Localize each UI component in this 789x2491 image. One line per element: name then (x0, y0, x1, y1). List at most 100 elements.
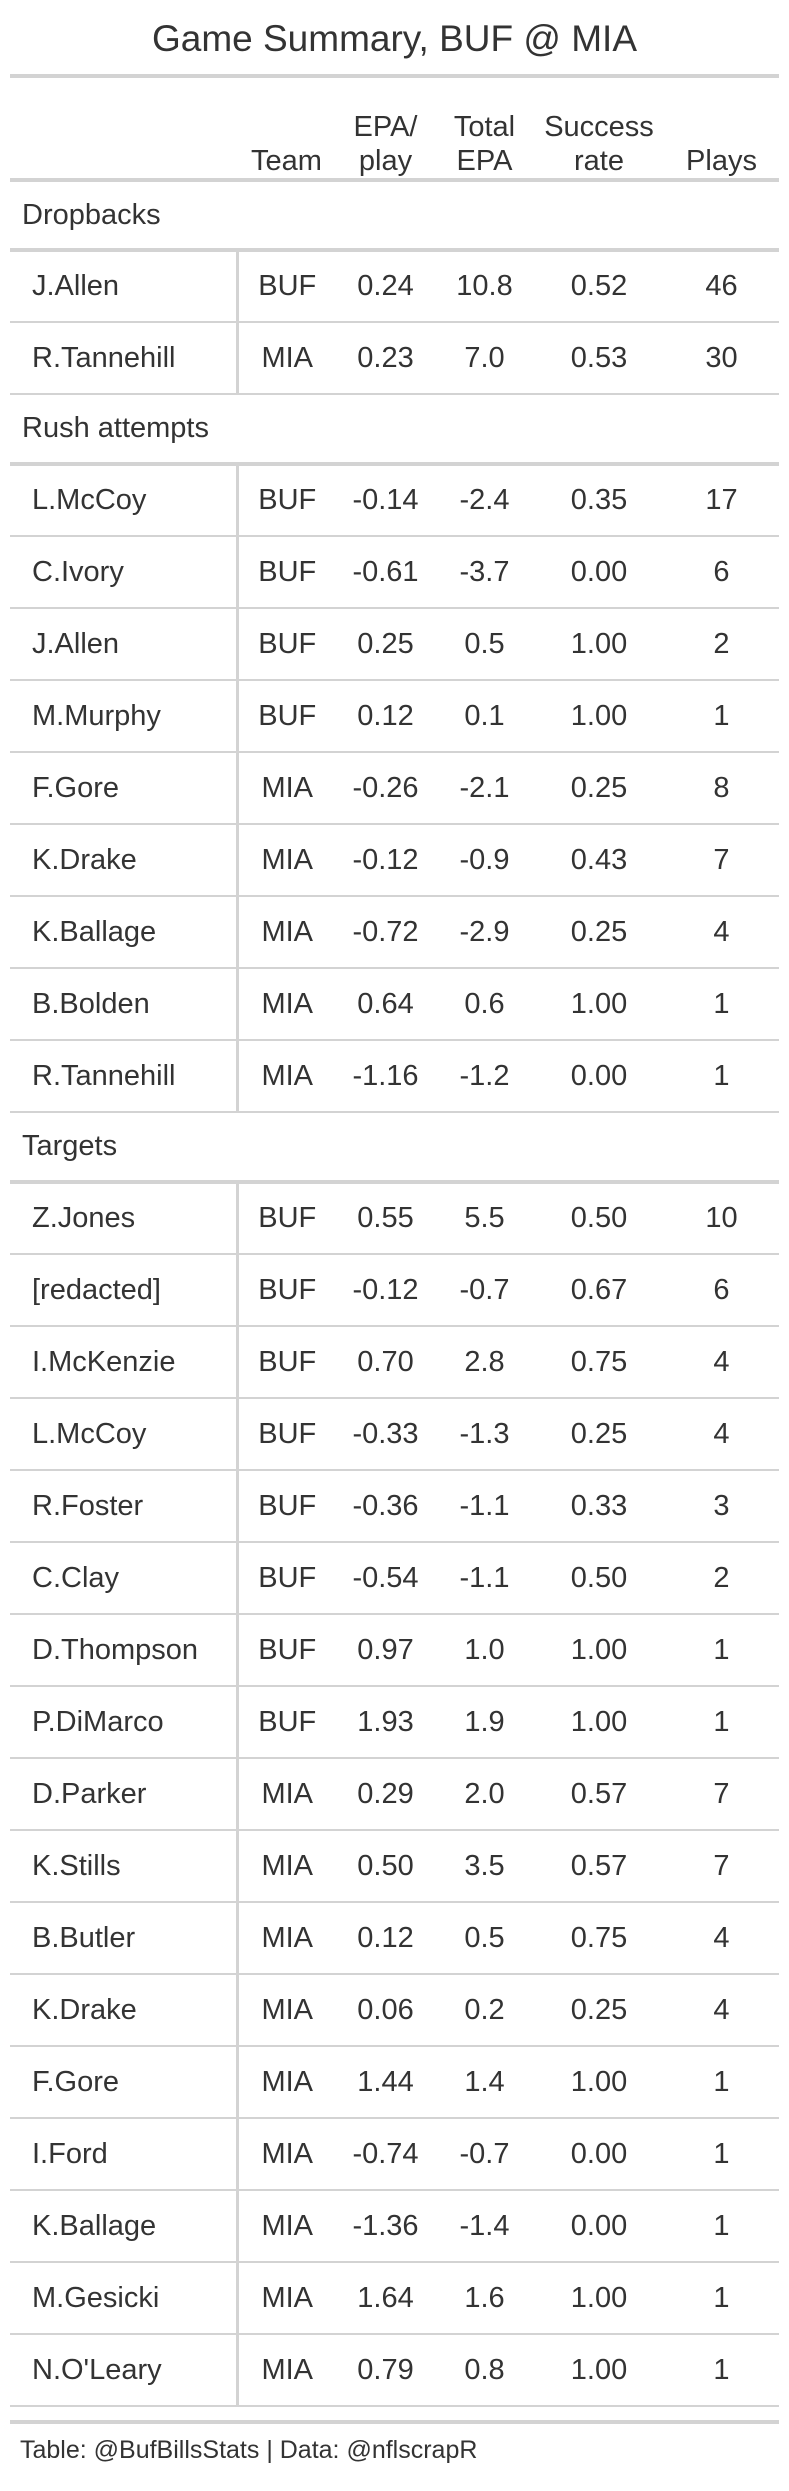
cell-total: -0.7 (435, 1254, 534, 1327)
table-row: L.McCoy BUF -0.14 -2.4 0.35 17 (10, 464, 779, 537)
cell-total: 1.0 (435, 1614, 534, 1687)
cell-plays: 1 (664, 2334, 779, 2407)
cell-total: 0.6 (435, 968, 534, 1041)
cell-team: BUF (237, 1182, 336, 1255)
table-row: K.Drake MIA 0.06 0.2 0.25 4 (10, 1974, 779, 2047)
cell-plays: 1 (664, 968, 779, 1041)
cell-sr: 0.52 (534, 250, 664, 323)
table-row: F.Gore MIA 1.44 1.4 1.00 1 (10, 2046, 779, 2119)
cell-total: -2.9 (435, 896, 534, 969)
table-row: F.Gore MIA -0.26 -2.1 0.25 8 (10, 752, 779, 825)
cell-epa: 0.64 (336, 968, 435, 1041)
cell-plays: 1 (664, 1686, 779, 1759)
cell-total: -2.4 (435, 464, 534, 537)
cell-epa: 0.12 (336, 680, 435, 753)
cell-plays: 1 (664, 680, 779, 753)
cell-sr: 1.00 (534, 2334, 664, 2407)
cell-plays: 8 (664, 752, 779, 825)
cell-epa: -0.74 (336, 2118, 435, 2191)
cell-epa: -1.16 (336, 1040, 435, 1113)
cell-total: 0.2 (435, 1974, 534, 2047)
cell-team: MIA (237, 968, 336, 1041)
cell-total: -1.1 (435, 1542, 534, 1615)
table-row: J.Allen BUF 0.24 10.8 0.52 46 (10, 250, 779, 323)
cell-sr: 0.25 (534, 752, 664, 825)
cell-epa: -0.12 (336, 824, 435, 897)
cell-name: F.Gore (10, 752, 239, 825)
cell-team: MIA (237, 1040, 336, 1113)
cell-name: P.DiMarco (10, 1686, 239, 1759)
cell-total: 3.5 (435, 1830, 534, 1903)
cell-name: R.Tannehill (10, 1040, 239, 1113)
cell-name: I.Ford (10, 2118, 239, 2191)
cell-epa: 0.12 (336, 1902, 435, 1975)
cell-total: 2.0 (435, 1758, 534, 1831)
table-title: Game Summary, BUF @ MIA (151, 18, 638, 59)
table-row: M.Gesicki MIA 1.64 1.6 1.00 1 (10, 2262, 779, 2335)
cell-epa: -0.12 (336, 1254, 435, 1327)
cell-epa: 0.50 (336, 1830, 435, 1903)
cell-team: MIA (237, 824, 336, 897)
table-row: K.Drake MIA -0.12 -0.9 0.43 7 (10, 824, 779, 897)
cell-total: 0.1 (435, 680, 534, 753)
table-row: R.Foster BUF -0.36 -1.1 0.33 3 (10, 1470, 779, 1543)
cell-sr: 0.43 (534, 824, 664, 897)
cell-sr: 0.75 (534, 1326, 664, 1399)
cell-team: MIA (237, 752, 336, 825)
cell-team: MIA (237, 2334, 336, 2407)
cell-name: L.McCoy (10, 464, 239, 537)
cell-epa: -0.72 (336, 896, 435, 969)
cell-sr: 1.00 (534, 1686, 664, 1759)
cell-sr: 0.33 (534, 1470, 664, 1543)
group-label: Targets (10, 1112, 779, 1184)
cell-team: MIA (237, 2118, 336, 2191)
cell-team: BUF (237, 1398, 336, 1471)
table-row: B.Butler MIA 0.12 0.5 0.75 4 (10, 1902, 779, 1975)
table-row: B.Bolden MIA 0.64 0.6 1.00 1 (10, 968, 779, 1041)
cell-team: BUF (237, 608, 336, 681)
cell-epa: 0.24 (336, 250, 435, 323)
cell-team: BUF (237, 1542, 336, 1615)
cell-sr: 0.25 (534, 1398, 664, 1471)
cell-plays: 1 (664, 1040, 779, 1113)
cell-name: [redacted] (10, 1254, 239, 1327)
cell-sr: 0.25 (534, 1974, 664, 2047)
table-row: C.Ivory BUF -0.61 -3.7 0.00 6 (10, 536, 779, 609)
cell-plays: 1 (664, 2118, 779, 2191)
cell-plays: 4 (664, 1902, 779, 1975)
cell-epa: -0.14 (336, 464, 435, 537)
cell-name: L.McCoy (10, 1398, 239, 1471)
cell-team: MIA (237, 1902, 336, 1975)
cell-total: -1.1 (435, 1470, 534, 1543)
table-row: [redacted] BUF -0.12 -0.7 0.67 6 (10, 1254, 779, 1327)
column-header-total-line2: EPA (456, 145, 513, 177)
cell-plays: 7 (664, 824, 779, 897)
cell-total: -1.3 (435, 1398, 534, 1471)
cell-sr: 0.35 (534, 464, 664, 537)
cell-sr: 0.25 (534, 896, 664, 969)
cell-name: K.Ballage (10, 896, 239, 969)
cell-plays: 6 (664, 536, 779, 609)
cell-name: R.Foster (10, 1470, 239, 1543)
cell-total: 0.5 (435, 608, 534, 681)
cell-plays: 6 (664, 1254, 779, 1327)
cell-plays: 1 (664, 2262, 779, 2335)
column-header-epa-line1: EPA/ (353, 111, 418, 143)
cell-team: BUF (237, 1686, 336, 1759)
column-header-team: Team (237, 76, 336, 180)
cell-plays: 17 (664, 464, 779, 537)
cell-name: Z.Jones (10, 1182, 239, 1255)
cell-epa: -0.33 (336, 1398, 435, 1471)
cell-team: BUF (237, 250, 336, 323)
cell-plays: 4 (664, 1326, 779, 1399)
cell-total: 5.5 (435, 1182, 534, 1255)
cell-epa: 0.29 (336, 1758, 435, 1831)
group-label: Dropbacks (10, 180, 779, 252)
cell-team: MIA (237, 896, 336, 969)
cell-team: BUF (237, 464, 336, 537)
column-header-total-line1: Total (453, 111, 516, 143)
cell-total: -3.7 (435, 536, 534, 609)
cell-name: J.Allen (10, 250, 239, 323)
group-header-row: Targets (10, 1112, 779, 1184)
